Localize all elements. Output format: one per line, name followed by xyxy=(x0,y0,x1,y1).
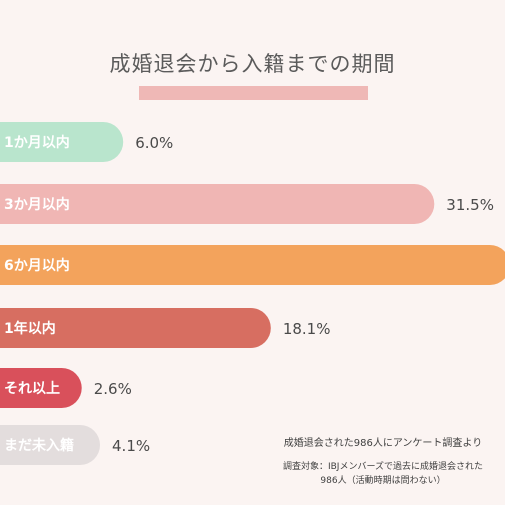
value-label-2: 31.5% xyxy=(446,196,494,214)
bar-4 xyxy=(0,308,271,348)
bar-label-1: 1か月以内 xyxy=(4,134,70,151)
bar-2 xyxy=(0,184,435,224)
bar-label-6: まだ未入籍 xyxy=(4,437,74,454)
source-note: 成婚退会された986人にアンケート調査より 調査対象：IBJメンバーズで過去に成… xyxy=(268,437,498,488)
bar-label-4: 1年以内 xyxy=(4,320,56,337)
bar-label-5: それ以上 xyxy=(4,381,60,397)
chart-title: 成婚退会から入籍までの期間 xyxy=(109,52,396,76)
source-note-line-1: 調査対象：IBJメンバーズで過去に成婚退会された xyxy=(282,462,484,472)
bar-3 xyxy=(0,245,505,285)
value-label-5: 2.6% xyxy=(94,380,132,398)
source-note-line-2: 986人（活動時期は問わない） xyxy=(320,476,446,486)
source-note-headline: 成婚退会された986人にアンケート調査より xyxy=(283,438,483,449)
bar-5 xyxy=(0,368,82,408)
bar-1 xyxy=(0,122,124,162)
value-label-6: 4.1% xyxy=(112,437,150,455)
bars-layer: 1か月以内6.0%3か月以内31.5%6か月以内37.7%1年以内18.1%それ… xyxy=(0,122,505,465)
bar-label-3: 6か月以内 xyxy=(4,257,70,274)
value-label-1: 6.0% xyxy=(135,134,173,152)
bar-label-2: 3か月以内 xyxy=(4,196,70,213)
title-underline xyxy=(139,86,368,100)
value-label-4: 18.1% xyxy=(283,320,331,338)
bar-6 xyxy=(0,425,101,465)
